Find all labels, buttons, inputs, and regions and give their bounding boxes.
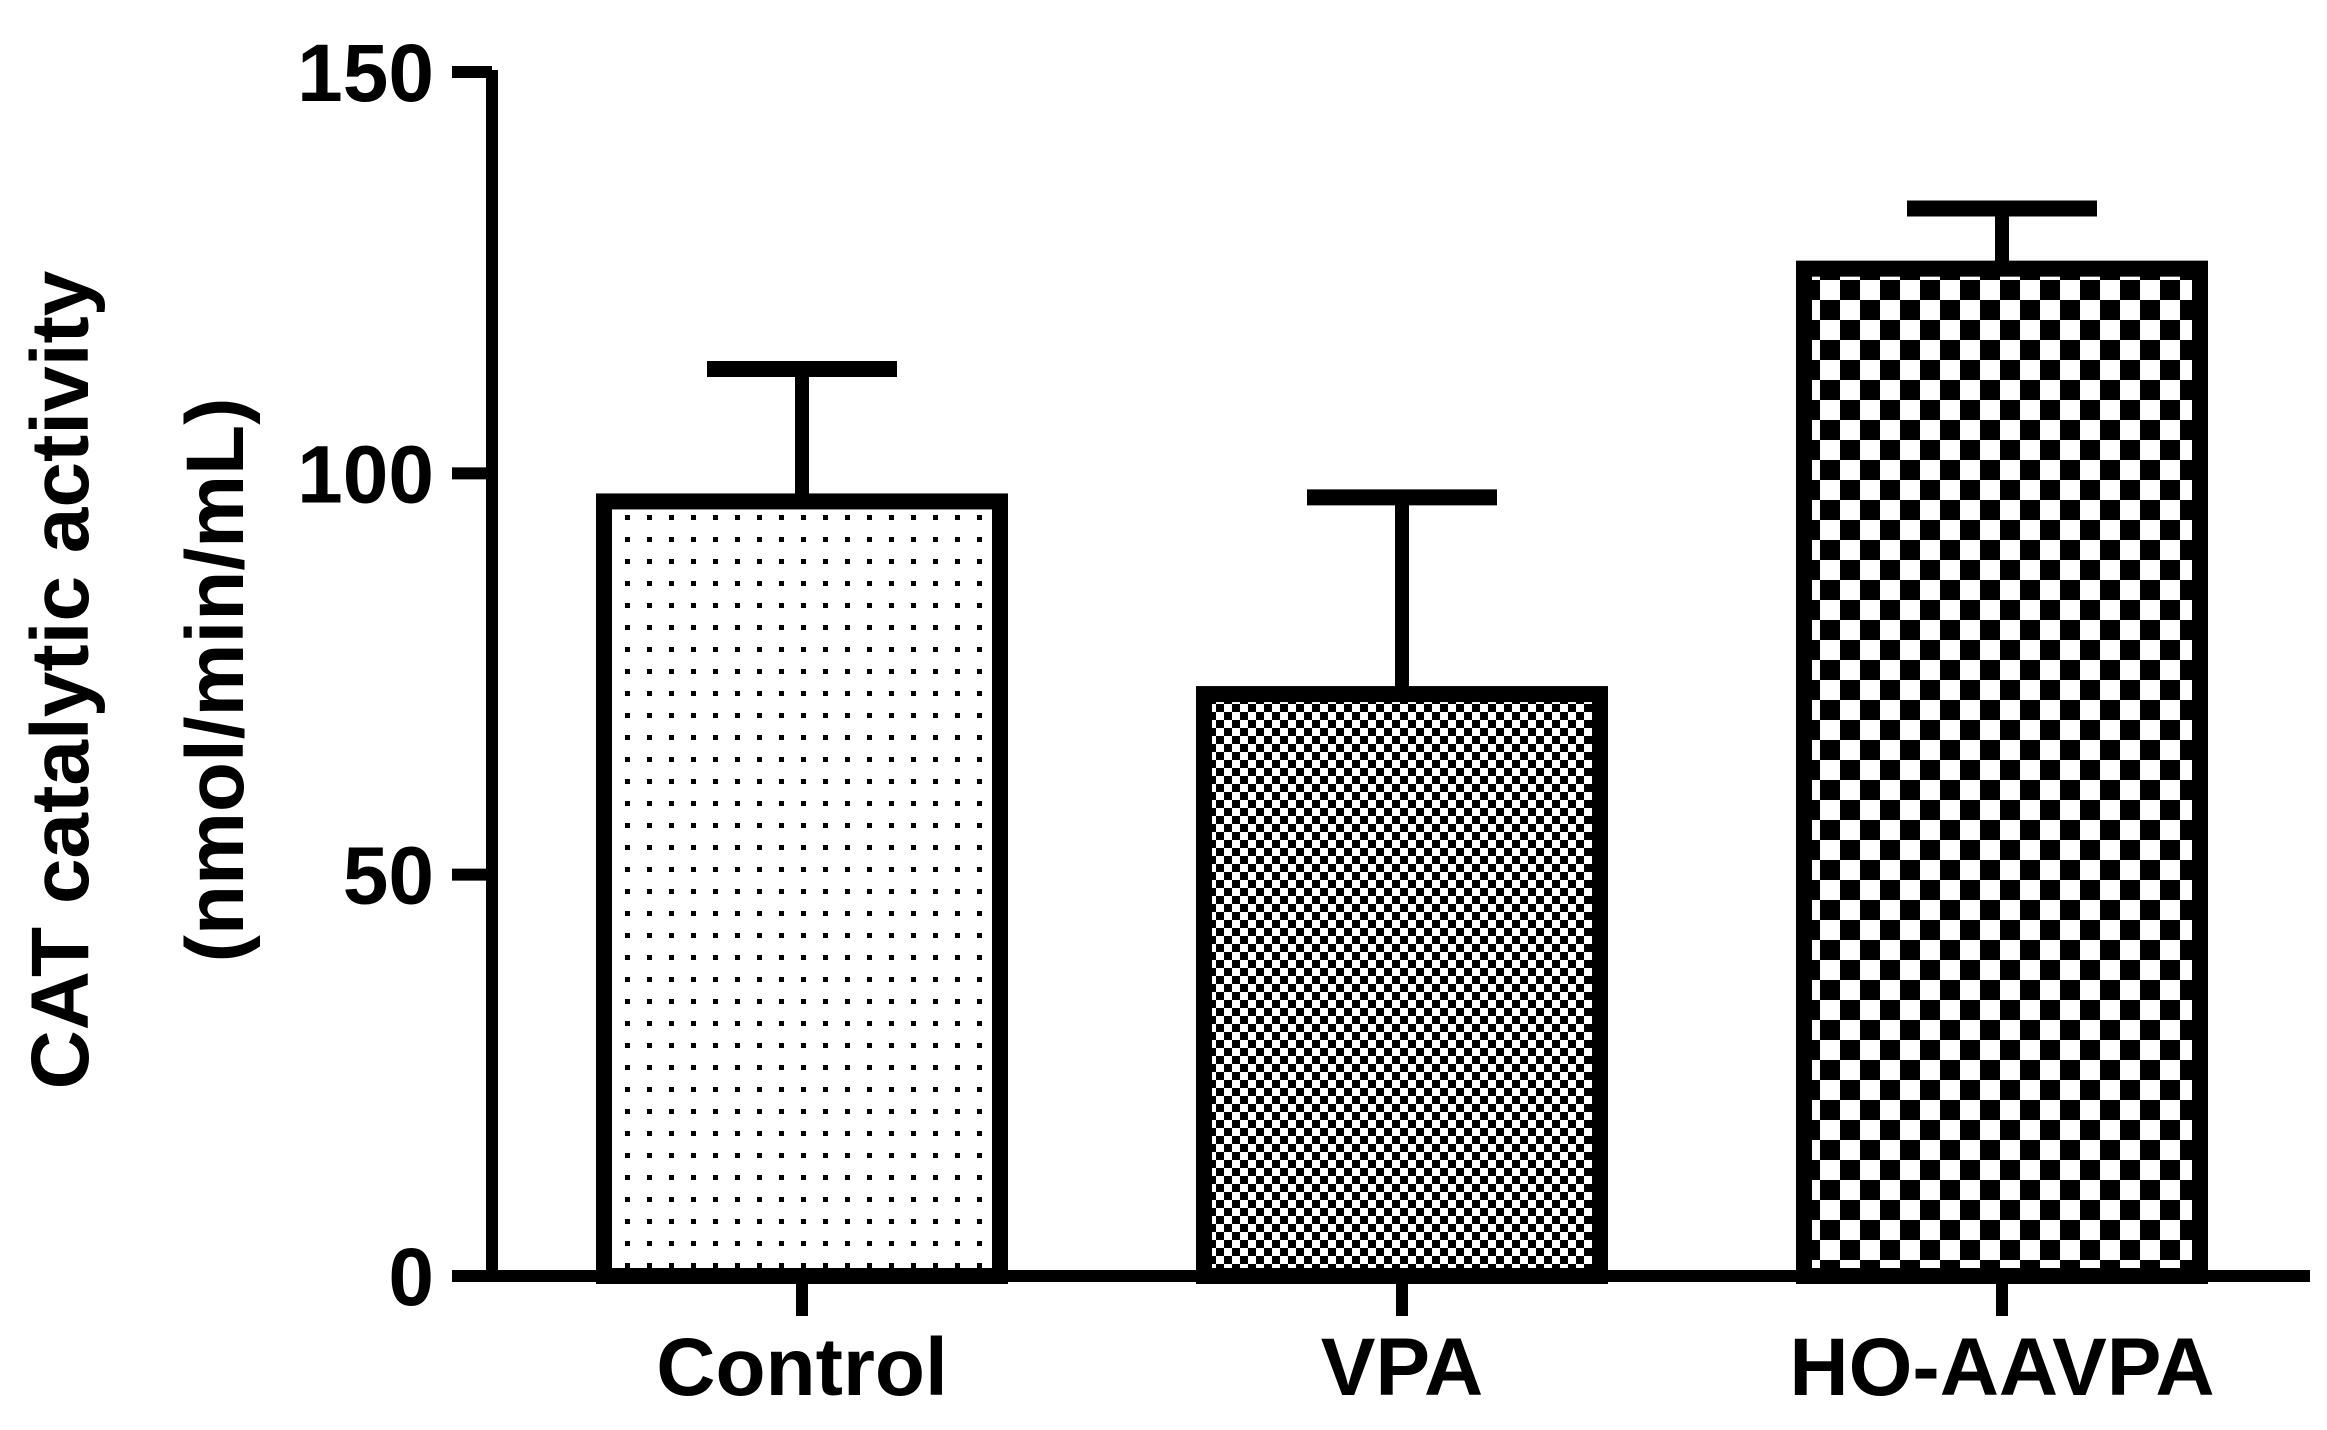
- y-tick-label-2: 100: [297, 429, 434, 520]
- bar-1: [1196, 686, 1608, 1284]
- y-axis-title-line-1: CAT catalytic activity: [15, 270, 106, 1089]
- y-tick-label-0: 0: [388, 1232, 434, 1323]
- bar-0: [596, 493, 1008, 1284]
- y-tick-label-1: 50: [343, 831, 434, 922]
- x-tick-label-2: HO-AAVPA: [1789, 1322, 2214, 1413]
- x-tick-label-1: VPA: [1321, 1322, 1484, 1413]
- bar-2: [1796, 260, 2208, 1284]
- x-tick-label-0: Control: [656, 1322, 947, 1413]
- plot-area: 0 50 100 150 Control VPA HO-AAVPA: [297, 28, 2310, 1413]
- y-axis-title: CAT catalytic activity (nmol/min/mL): [15, 270, 261, 1089]
- y-axis-title-line-2: (nmol/min/mL): [170, 398, 261, 963]
- y-tick-label-3: 150: [297, 28, 434, 119]
